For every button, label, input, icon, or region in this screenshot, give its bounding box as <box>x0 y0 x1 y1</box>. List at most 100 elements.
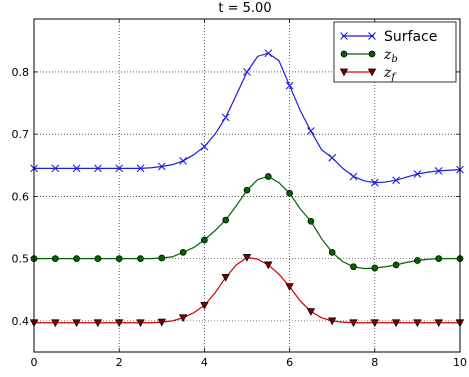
series-marker <box>391 319 401 328</box>
series-marker <box>221 113 230 122</box>
y-tick-label: 0.8 <box>12 66 30 79</box>
marker-stroke <box>157 162 166 171</box>
plot-frame <box>33 18 461 353</box>
series-marker <box>414 257 421 264</box>
legend-label-subscript: f <box>390 72 397 83</box>
series-marker <box>371 264 379 272</box>
marker-stroke <box>340 32 348 40</box>
series-marker <box>339 68 349 77</box>
series-marker <box>51 164 60 173</box>
series-marker <box>201 236 208 244</box>
series-marker <box>349 172 358 181</box>
series-marker <box>285 81 294 90</box>
series-marker <box>221 273 230 282</box>
series-marker <box>157 318 166 327</box>
marker-stroke <box>264 49 273 58</box>
series-marker <box>158 254 166 262</box>
series-marker <box>179 157 187 165</box>
series-marker <box>51 255 59 262</box>
marker-stroke <box>115 164 124 173</box>
y-tick-label: 0.7 <box>12 128 30 141</box>
series-marker <box>264 261 273 270</box>
series-marker <box>306 308 316 316</box>
series-marker <box>307 127 315 135</box>
marker-stroke <box>392 176 400 185</box>
series-marker <box>370 319 379 328</box>
series-marker <box>328 317 337 326</box>
marker-stroke <box>434 166 443 175</box>
series-marker <box>328 249 336 256</box>
x-tick-label: 0 <box>31 356 38 369</box>
series-marker <box>136 164 145 173</box>
series-marker <box>413 170 422 178</box>
legend-label: Surface <box>384 29 437 45</box>
series-marker <box>136 319 145 328</box>
series-marker <box>350 263 357 271</box>
marker-stroke <box>51 164 60 173</box>
series-marker <box>435 255 443 262</box>
series-marker <box>178 314 188 323</box>
series-marker <box>264 173 272 180</box>
series-marker <box>368 32 376 40</box>
legend-label-subscript: b <box>391 54 397 65</box>
series-marker <box>392 261 400 269</box>
series-marker <box>243 186 251 194</box>
axis-tick-labels: 0 2 4 6 8 10 0.4 0.5 0.6 0.7 0.8 <box>12 66 468 369</box>
series-marker <box>179 249 187 256</box>
series-marker <box>264 49 273 58</box>
series-marker <box>328 153 337 162</box>
series-marker <box>392 176 400 185</box>
series-marker <box>434 166 443 175</box>
legend-item: Surface <box>340 29 437 45</box>
x-tick-label: 2 <box>116 356 123 369</box>
series-marker <box>115 319 124 328</box>
marker-stroke <box>328 153 337 162</box>
x-tick-label: 6 <box>286 356 293 369</box>
marker-stroke <box>285 81 294 90</box>
series-marker <box>285 283 294 291</box>
series-marker <box>200 301 209 310</box>
y-tick-label: 0.6 <box>12 190 30 203</box>
y-tick-label: 0.5 <box>12 253 30 266</box>
series-1 <box>30 49 464 187</box>
marker-stroke <box>136 164 145 173</box>
series-marker <box>368 50 376 58</box>
series-marker <box>51 319 60 328</box>
series-marker <box>222 216 230 224</box>
series-2 <box>30 173 464 272</box>
series-marker <box>286 189 293 197</box>
series-marker <box>137 255 144 262</box>
marker-stroke <box>370 178 379 187</box>
series-marker <box>307 217 315 225</box>
x-tick-label: 10 <box>453 356 467 369</box>
marker-stroke <box>243 68 251 76</box>
series-marker <box>94 255 102 262</box>
series-marker <box>94 164 102 173</box>
marker-stroke <box>349 172 358 181</box>
series-3 <box>29 254 465 328</box>
series-marker <box>340 32 348 40</box>
series-marker <box>243 68 251 76</box>
marker-stroke <box>72 164 81 173</box>
series-marker <box>93 319 103 328</box>
y-tick-label: 0.4 <box>12 315 30 328</box>
series-marker <box>72 319 81 328</box>
series-marker <box>434 319 443 328</box>
marker-stroke <box>413 170 422 178</box>
series-marker <box>349 319 358 328</box>
x-tick-label: 8 <box>371 356 378 369</box>
marker-stroke <box>221 113 230 122</box>
chart-title: t = 5.00 <box>218 1 271 16</box>
series-marker <box>340 50 348 58</box>
series-marker <box>413 319 422 328</box>
series-marker <box>157 162 166 171</box>
marker-stroke <box>179 157 187 165</box>
x-tick-label: 4 <box>201 356 208 369</box>
series-marker <box>73 255 80 262</box>
series-marker <box>367 68 377 77</box>
marker-stroke <box>94 164 102 173</box>
series-marker <box>242 254 252 262</box>
series-marker <box>115 255 123 262</box>
